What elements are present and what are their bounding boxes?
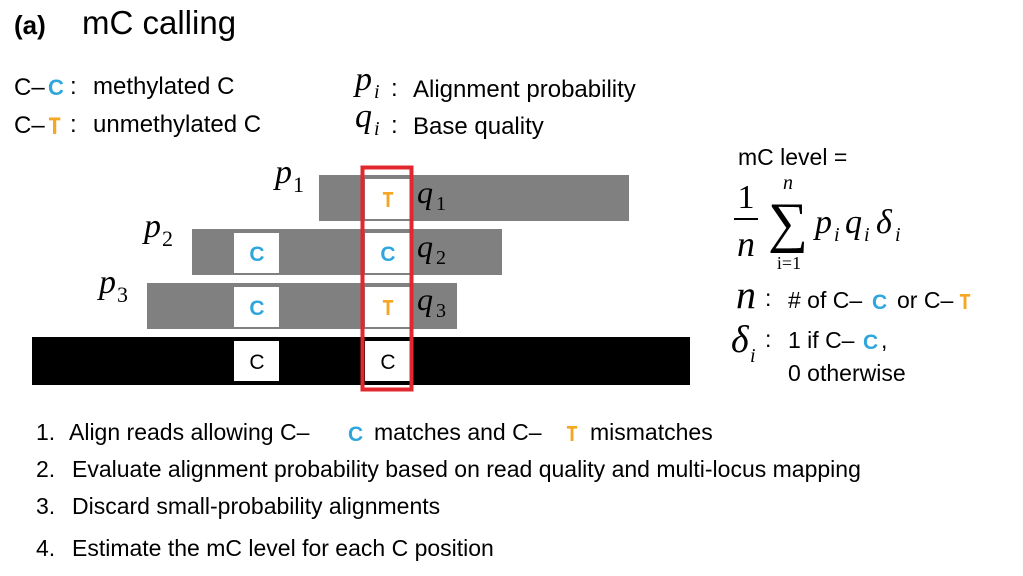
- legend-p-symbol: p: [353, 61, 372, 98]
- panel-label: (a): [14, 10, 46, 40]
- read-1-q-symbol: q: [417, 174, 433, 210]
- read-3: C T p 3 q 3: [97, 264, 457, 329]
- reference-base-2: C: [380, 351, 395, 374]
- legend-cc-base: C: [48, 75, 64, 100]
- reference-base-1: C: [249, 351, 264, 374]
- read-2-q-symbol: q: [417, 228, 433, 264]
- legend-q-sep: :: [391, 112, 398, 139]
- formula-sum-lower: i=1: [777, 253, 801, 273]
- legend-cc-label: methylated C: [93, 73, 234, 100]
- step-4-text: Estimate the mC level for each C positio…: [72, 535, 494, 561]
- read-2-q-sub: 2: [436, 247, 446, 269]
- legend-methylated: C– C : methylated C: [14, 73, 234, 101]
- step-4: 4. Estimate the mC level for each C posi…: [36, 535, 494, 561]
- definition-n-symbol: n: [736, 272, 756, 317]
- definition-delta-text1: 1 if C–: [788, 327, 855, 353]
- read-2-base-1: C: [249, 243, 264, 266]
- formula-denominator: n: [737, 224, 755, 264]
- legend-ct-base: T: [48, 115, 61, 140]
- read-3-q-sub: 3: [436, 300, 446, 322]
- legend-cc-prefix: C–: [14, 74, 45, 101]
- step-1-base-a: C: [348, 423, 363, 446]
- definition-n: n : # of C– C or C– T: [736, 272, 971, 317]
- read-1-base: T: [382, 188, 394, 212]
- definition-n-base1: C: [872, 291, 887, 314]
- read-1: T p 1 q 1: [273, 154, 629, 221]
- definition-delta-sub: i: [750, 345, 756, 367]
- read-3-q-symbol: q: [417, 281, 433, 317]
- legend-q-symbol: q: [355, 98, 372, 135]
- read-1-p-symbol: p: [273, 154, 292, 191]
- step-4-number: 4.: [36, 535, 55, 561]
- read-2-p-sub: 2: [162, 226, 173, 251]
- read-2: C C p 2 q 2: [142, 208, 502, 275]
- legend-cc-sep: :: [70, 73, 77, 100]
- definition-n-base2: T: [959, 290, 971, 314]
- definition-delta-symbol: δ: [731, 319, 750, 361]
- read-1-q-sub: 1: [436, 193, 446, 215]
- step-1-text-c: mismatches: [590, 419, 713, 445]
- read-1-p-sub: 1: [293, 172, 304, 197]
- formula-term-p-sub: i: [834, 224, 840, 246]
- step-3-text: Discard small-probability alignments: [72, 493, 440, 519]
- position-highlight-box: [360, 165, 414, 392]
- formula-numerator: 1: [738, 179, 755, 216]
- formula-sigma: ∑: [768, 192, 808, 254]
- legend-unmethylated: C– T : unmethylated C: [14, 111, 261, 140]
- formula-term-p: p: [813, 204, 832, 241]
- definition-delta-text2: 0 otherwise: [788, 360, 906, 386]
- step-3: 3. Discard small-probability alignments: [36, 493, 440, 519]
- formula-term-q-sub: i: [864, 224, 870, 246]
- formula-label: mC level =: [738, 144, 847, 170]
- definition-n-sep: :: [765, 285, 771, 311]
- definition-delta: δ i : 1 if C– C , 0 otherwise: [731, 319, 906, 386]
- read-1-base-box: [365, 179, 410, 219]
- read-2-p-symbol: p: [142, 208, 161, 245]
- definition-delta-base1: C: [863, 331, 878, 354]
- definition-n-text2: or C–: [897, 287, 953, 313]
- read-2-base-box-2: [365, 233, 410, 273]
- definition-delta-sep: :: [765, 326, 771, 352]
- legend-ct-sep: :: [70, 111, 77, 138]
- step-1-number: 1.: [36, 419, 55, 445]
- step-2: 2. Evaluate alignment probability based …: [36, 456, 861, 482]
- legend-q-label: Base quality: [413, 113, 544, 140]
- formula-term-delta-sub: i: [895, 224, 901, 246]
- mc-level-formula: mC level = 1 n n ∑ i=1 p i q i δ i: [734, 144, 901, 273]
- legend-p-label: Alignment probability: [413, 76, 636, 103]
- legend-alignment-probability: p i : Alignment probability: [353, 61, 636, 103]
- read-3-p-sub: 3: [117, 282, 128, 307]
- step-3-number: 3.: [36, 493, 55, 519]
- step-1-text-a: Align reads allowing C–: [69, 419, 310, 445]
- read-3-base-2: T: [382, 296, 394, 320]
- read-2-base-box-1: [234, 233, 279, 273]
- reference-base-box-1: [234, 341, 279, 381]
- legend-q-sub: i: [374, 118, 380, 140]
- legend-ct-prefix: C–: [14, 112, 45, 139]
- step-1: 1. Align reads allowing C– C matches and…: [36, 419, 713, 446]
- legend-p-sep: :: [391, 75, 398, 102]
- step-2-text: Evaluate alignment probability based on …: [72, 456, 861, 482]
- step-1-text-b: matches and C–: [374, 419, 542, 445]
- read-3-base-1: C: [249, 297, 264, 320]
- read-3-base-box-1: [234, 287, 279, 327]
- read-3-base-box-2: [365, 287, 410, 327]
- step-2-number: 2.: [36, 456, 55, 482]
- definition-n-text1: # of C–: [788, 287, 862, 313]
- legend-ct-label: unmethylated C: [93, 111, 261, 138]
- step-1-base-b: T: [566, 422, 578, 446]
- formula-term-delta: δ: [876, 204, 893, 241]
- reference-base-box-2: [365, 341, 410, 381]
- formula-sum-upper: n: [783, 172, 793, 194]
- read-3-p-symbol: p: [97, 264, 116, 301]
- read-2-base-2: C: [380, 243, 395, 266]
- definition-delta-comma: ,: [881, 327, 887, 353]
- legend-base-quality: q i : Base quality: [355, 98, 544, 140]
- formula-term-q: q: [845, 204, 862, 241]
- diagram-title: mC calling: [82, 4, 236, 41]
- legend-p-sub: i: [374, 81, 380, 103]
